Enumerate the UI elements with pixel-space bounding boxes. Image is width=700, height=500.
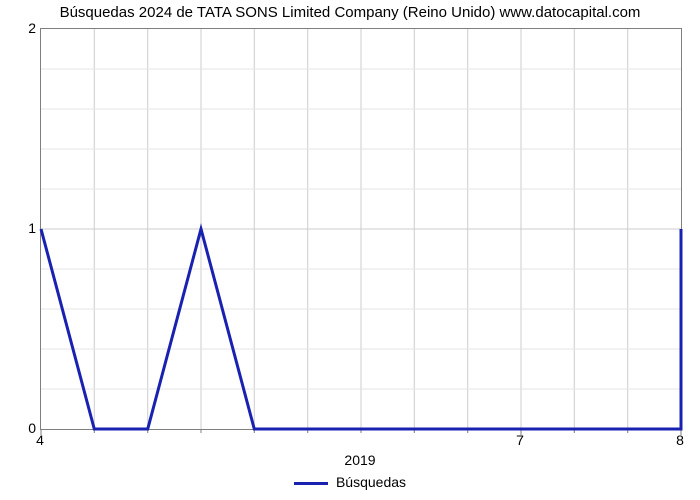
chart-title: Búsquedas 2024 de TATA SONS Limited Comp… [0, 4, 700, 21]
y-tick-label: 2 [28, 20, 36, 36]
x-tick-label: 8 [676, 432, 684, 448]
legend: Búsquedas [0, 474, 700, 490]
y-tick-label: 0 [28, 420, 36, 436]
x-tick-label: 7 [516, 432, 524, 448]
y-tick-label: 1 [28, 220, 36, 236]
x-tick-label: 4 [36, 432, 44, 448]
plot-area [40, 28, 682, 430]
legend-line-icon [294, 482, 328, 485]
x-axis-sublabel: 2019 [344, 452, 375, 468]
chart-container: Búsquedas 2024 de TATA SONS Limited Comp… [0, 0, 700, 500]
legend-label: Búsquedas [336, 474, 406, 490]
plot-svg [41, 29, 681, 429]
